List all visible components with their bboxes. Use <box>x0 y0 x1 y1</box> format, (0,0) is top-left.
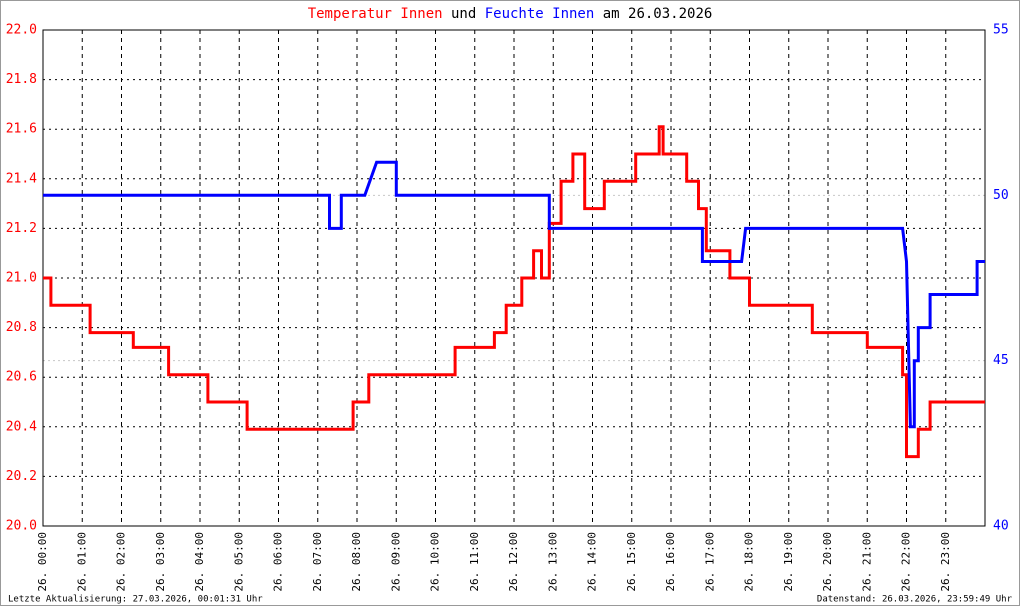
x-tick-label: 26. 02:00 <box>115 532 128 592</box>
x-tick-label: 26. 05:00 <box>232 532 245 592</box>
x-tick-label: 26. 21:00 <box>860 532 873 592</box>
footer-left: Letzte Aktualisierung: 27.03.2026, 00:01… <box>8 595 263 605</box>
x-tick-label: 26. 18:00 <box>743 532 756 592</box>
y-tick-label: 20.8 <box>6 320 37 335</box>
x-tick-label: 26. 08:00 <box>350 532 363 592</box>
y-tick-label: 22.0 <box>6 23 37 38</box>
x-tick-label: 26. 12:00 <box>507 532 520 592</box>
y2-tick-label: 50 <box>993 188 1009 203</box>
x-tick-label: 26. 14:00 <box>586 532 599 592</box>
x-tick-label: 26. 17:00 <box>703 532 716 592</box>
x-tick-label: 26. 06:00 <box>272 532 285 592</box>
y-tick-label: 20.6 <box>6 370 37 385</box>
title-join: und <box>451 6 476 22</box>
y-tick-label: 21.0 <box>6 271 37 286</box>
x-tick-label: 26. 10:00 <box>429 532 442 592</box>
y2-tick-label: 45 <box>993 353 1009 368</box>
x-tick-label: 26. 15:00 <box>625 532 638 592</box>
x-tick-label: 26. 16:00 <box>664 532 677 592</box>
y2-tick-label: 55 <box>993 23 1009 38</box>
y-tick-label: 21.8 <box>6 72 37 87</box>
x-tick-label: 26. 19:00 <box>782 532 795 592</box>
x-tick-label: 26. 01:00 <box>75 532 88 592</box>
x-tick-label: 26. 00:00 <box>36 532 49 592</box>
footer-right: Datenstand: 26.03.2026, 23:59:49 Uhr <box>817 595 1013 605</box>
x-tick-label: 26. 09:00 <box>389 532 402 592</box>
x-tick-label: 26. 20:00 <box>821 532 834 592</box>
y-tick-label: 20.0 <box>6 519 37 534</box>
y-tick-label: 21.6 <box>6 122 37 137</box>
x-tick-label: 26. 04:00 <box>193 532 206 592</box>
title-series-2: Feuchte Innen <box>485 6 595 22</box>
x-tick-label: 26. 13:00 <box>546 532 559 592</box>
title-date: am 26.03.2026 <box>603 6 713 22</box>
y2-tick-label: 40 <box>993 519 1009 534</box>
x-tick-label: 26. 22:00 <box>900 532 913 592</box>
series-line <box>43 125 985 459</box>
y-tick-label: 20.4 <box>6 419 37 434</box>
series-line <box>43 160 985 429</box>
y-tick-label: 21.4 <box>6 171 37 186</box>
x-tick-label: 26. 07:00 <box>311 532 324 592</box>
chart-title: Temperatur Innen und Feuchte Innen am 26… <box>308 6 713 22</box>
x-tick-label: 26. 23:00 <box>939 532 952 592</box>
y-tick-label: 21.2 <box>6 221 37 236</box>
title-series-1: Temperatur Innen <box>308 6 443 22</box>
x-tick-label: 26. 11:00 <box>468 532 481 592</box>
y-tick-label: 20.2 <box>6 469 37 484</box>
x-tick-label: 26. 03:00 <box>154 532 167 592</box>
